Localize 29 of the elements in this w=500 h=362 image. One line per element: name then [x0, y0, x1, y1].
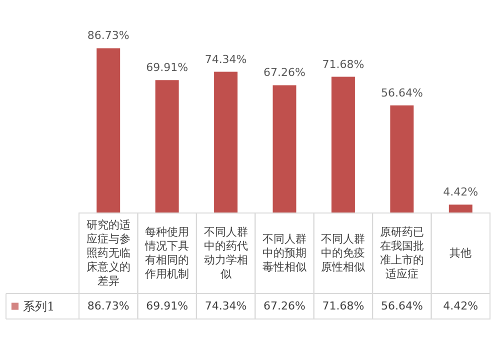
text: 56.64% — [380, 86, 423, 100]
bar — [214, 72, 238, 213]
x-tick-label: 不同人群中的药代动力学相似 — [204, 225, 248, 280]
data-label: 4.42% — [443, 299, 478, 312]
text: 4.42% — [443, 186, 478, 199]
text: 74.34% — [204, 52, 247, 66]
x-tick-label: 原研药已在我国批准上市的适应症 — [380, 225, 424, 280]
bar — [272, 85, 296, 213]
data-label: 67.26% — [264, 299, 306, 312]
data-label: 69.91% — [146, 299, 188, 312]
bar — [390, 105, 414, 213]
legend-label: 系列1 — [23, 299, 55, 314]
x-tick-label: 其他 — [450, 246, 472, 260]
text: 71.68% — [322, 58, 364, 71]
bar — [331, 76, 355, 213]
data-label: 71.68% — [322, 299, 364, 312]
text: 86.73% — [87, 29, 130, 42]
text: 67.26% — [264, 66, 306, 80]
bar — [155, 80, 179, 213]
text: 69.91% — [146, 61, 188, 74]
data-label: 74.34% — [204, 299, 247, 312]
bar — [96, 48, 120, 213]
data-label: 56.64% — [380, 299, 423, 312]
data-label: 86.73% — [87, 299, 130, 312]
x-tick-label: 不同人群中的预期毒性相似 — [262, 232, 306, 274]
x-tick-label: 研究的适应症与参照药无临床意义的差异 — [86, 218, 130, 288]
x-tick-label: 不同人群中的免疫原性相似 — [321, 232, 366, 274]
bar — [448, 204, 472, 213]
x-tick-label: 每种使用情况下具有相同的作用机制 — [144, 225, 190, 280]
